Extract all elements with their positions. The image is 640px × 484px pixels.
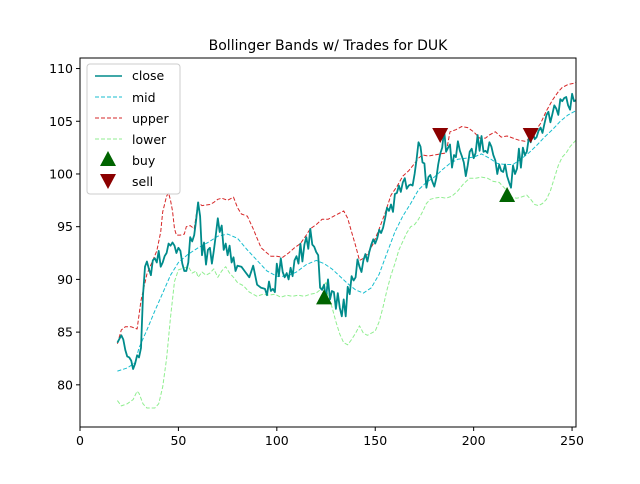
y-tick-label-100: 100 <box>49 166 73 181</box>
legend: close mid upper lower buy sell <box>86 63 181 195</box>
legend-entry-lower: lower <box>95 132 167 147</box>
y-tick-label-90: 90 <box>57 272 73 287</box>
y-tick-label-95: 95 <box>57 219 73 234</box>
x-tick-label-150: 150 <box>363 433 387 448</box>
series-line-upper <box>116 81 576 344</box>
legend-label-sell: sell <box>132 174 153 189</box>
x-tick-label-50: 50 <box>170 433 186 448</box>
series-line-close <box>116 92 576 370</box>
plot-frame <box>79 57 577 428</box>
y-tick-label-80: 80 <box>57 377 73 392</box>
legend-swatch-sell <box>100 174 116 189</box>
legend-entry-upper: upper <box>95 111 169 126</box>
marker-layer <box>316 127 539 305</box>
buy-marker-0 <box>316 289 333 305</box>
y-axis: 80 85 90 95 100 105 110 <box>49 61 80 392</box>
legend-label-close: close <box>132 68 165 83</box>
y-tick-label-110: 110 <box>49 61 73 76</box>
x-tick-label-200: 200 <box>462 433 486 448</box>
sell-marker-1 <box>522 127 539 143</box>
buy-marker-1 <box>499 187 516 203</box>
legend-entry-buy: buy <box>100 151 156 168</box>
series-layer <box>116 81 576 409</box>
legend-label-lower: lower <box>132 132 167 147</box>
legend-label-buy: buy <box>132 153 156 168</box>
sell-marker-0 <box>432 127 449 143</box>
x-axis: 0 50 100 150 200 250 <box>76 427 584 448</box>
x-tick-label-0: 0 <box>76 433 84 448</box>
y-tick-label-105: 105 <box>49 114 73 129</box>
series-line-lower <box>116 139 576 409</box>
x-tick-label-250: 250 <box>560 433 584 448</box>
legend-entry-sell: sell <box>100 174 153 189</box>
legend-entry-mid: mid <box>95 90 156 105</box>
legend-entry-close: close <box>95 68 165 83</box>
x-tick-label-100: 100 <box>265 433 289 448</box>
legend-label-upper: upper <box>132 111 169 126</box>
series-line-mid <box>117 110 576 372</box>
legend-swatch-buy <box>100 151 116 166</box>
legend-label-mid: mid <box>132 90 156 105</box>
chart-title: Bollinger Bands w/ Trades for DUK <box>209 38 449 54</box>
y-tick-label-85: 85 <box>57 325 73 340</box>
